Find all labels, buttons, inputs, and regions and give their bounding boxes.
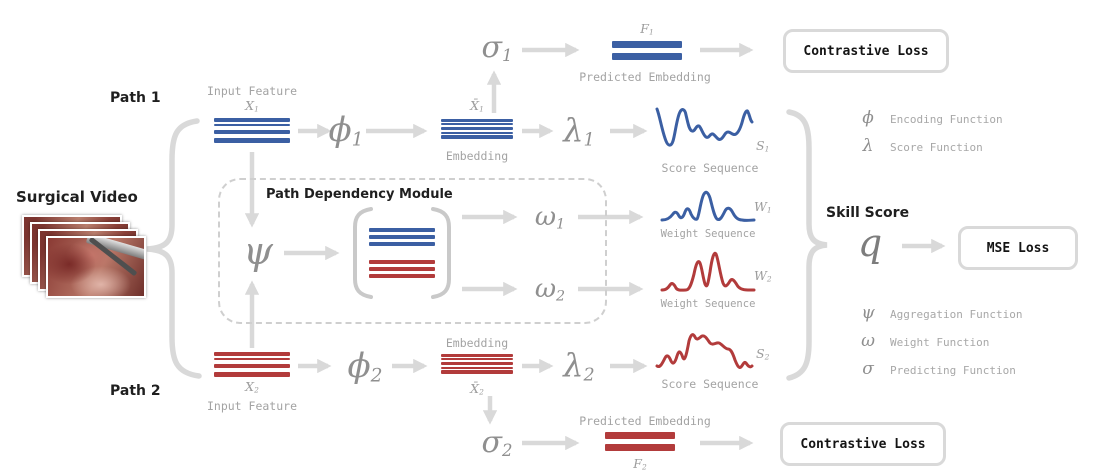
- s2-symbol: S2: [756, 346, 770, 362]
- path1-label: Path 1: [110, 90, 161, 106]
- weight-sequence-caption-1: Weight Sequence: [660, 228, 756, 240]
- legend-row-omega: ω Weight Function: [860, 333, 989, 350]
- module-title: Path Dependency Module: [266, 187, 453, 202]
- video-split-brace: [146, 118, 202, 379]
- score-sequence-curve-2: [655, 333, 754, 369]
- contrastive-loss-box-1: Contrastive Loss: [783, 29, 949, 73]
- input-feature-caption-1: Input Feature: [206, 84, 297, 98]
- video-frame: [46, 236, 146, 298]
- omega2-symbol: ω2: [534, 274, 566, 305]
- predicted-embedding-bars-1: [612, 41, 682, 60]
- f1-symbol: F1: [640, 21, 654, 37]
- legend-label: Encoding Function: [890, 113, 1003, 126]
- score-sequence-caption-2: Score Sequence: [661, 377, 759, 391]
- skill-score-label: Skill Score: [826, 205, 910, 221]
- w2-symbol: W2: [754, 268, 772, 284]
- xbar1-symbol: X̄1: [470, 98, 484, 114]
- lambda-legend-icon: λ: [862, 136, 874, 156]
- legend-row-sigma: σ Predicting Function: [860, 361, 1016, 378]
- lambda1-symbol: λ1: [563, 111, 595, 151]
- legend-label: Score Function: [890, 141, 983, 154]
- psi-legend-icon: ψ: [861, 303, 875, 323]
- x2-symbol: X2: [245, 379, 259, 395]
- embedding-bars-1: [441, 119, 513, 139]
- omega1-symbol: ω1: [534, 202, 566, 233]
- input-feature-caption-2: Input Feature: [206, 399, 297, 413]
- xbar2-symbol: X̄2: [470, 381, 484, 397]
- q-symbol: q: [857, 221, 883, 265]
- embedding-caption-2: Embedding: [445, 336, 509, 350]
- sigma1-symbol: σ1: [481, 30, 513, 66]
- psi-symbol: ψ: [243, 229, 273, 273]
- predicted-embedding-caption-1: Predicted Embedding: [579, 70, 711, 84]
- omega-legend-icon: ω: [861, 331, 875, 351]
- w1-symbol: W1: [754, 199, 772, 215]
- matrix-bars-red: [369, 260, 435, 278]
- weight-sequence-curve-1: [660, 190, 756, 222]
- matrix-bracket-right: [431, 207, 451, 299]
- legend-label: Weight Function: [890, 336, 990, 349]
- sigma-legend-icon: σ: [862, 359, 874, 379]
- path2-label: Path 2: [110, 383, 161, 399]
- contrastive-loss-box-2: Contrastive Loss: [780, 422, 946, 466]
- path-dependency-module: [218, 178, 607, 324]
- embedding-caption-1: Embedding: [445, 149, 509, 163]
- score-sequence-caption-1: Score Sequence: [661, 161, 759, 175]
- input-feature-bars-1: [214, 118, 290, 143]
- input-feature-bars-2: [214, 352, 290, 377]
- legend-row-lambda: λ Score Function: [860, 138, 983, 155]
- legend-label: Predicting Function: [890, 364, 1016, 377]
- legend-row-psi: ψ Aggregation Function: [860, 305, 1022, 322]
- lambda2-symbol: λ2: [563, 346, 595, 386]
- surgical-video-label: Surgical Video: [16, 188, 138, 206]
- phi2-symbol: ϕ2: [347, 346, 383, 387]
- predicted-embedding-caption-2: Predicted Embedding: [579, 414, 711, 428]
- legend-label: Aggregation Function: [890, 308, 1023, 321]
- sigma2-symbol: σ2: [481, 425, 513, 461]
- phi1-symbol: ϕ1: [328, 110, 364, 151]
- x1-symbol: X1: [245, 98, 259, 114]
- matrix-bars-blue: [369, 228, 435, 246]
- weight-sequence-curve-2: [660, 251, 756, 292]
- weight-sequence-caption-2: Weight Sequence: [660, 298, 756, 310]
- video-frame-stack: [22, 215, 148, 299]
- legend-row-phi: ϕ Encoding Function: [860, 108, 1003, 128]
- phi-legend-icon: ϕ: [862, 108, 874, 128]
- s1-symbol: S1: [756, 138, 770, 154]
- predicted-embedding-bars-2: [605, 432, 675, 451]
- sequence-merge-brace: [786, 109, 828, 381]
- score-sequence-curve-1: [655, 107, 754, 147]
- f2-symbol: F2: [633, 456, 647, 472]
- mse-loss-box: MSE Loss: [958, 226, 1078, 270]
- matrix-bracket-left: [353, 207, 373, 299]
- embedding-bars-2: [441, 354, 513, 374]
